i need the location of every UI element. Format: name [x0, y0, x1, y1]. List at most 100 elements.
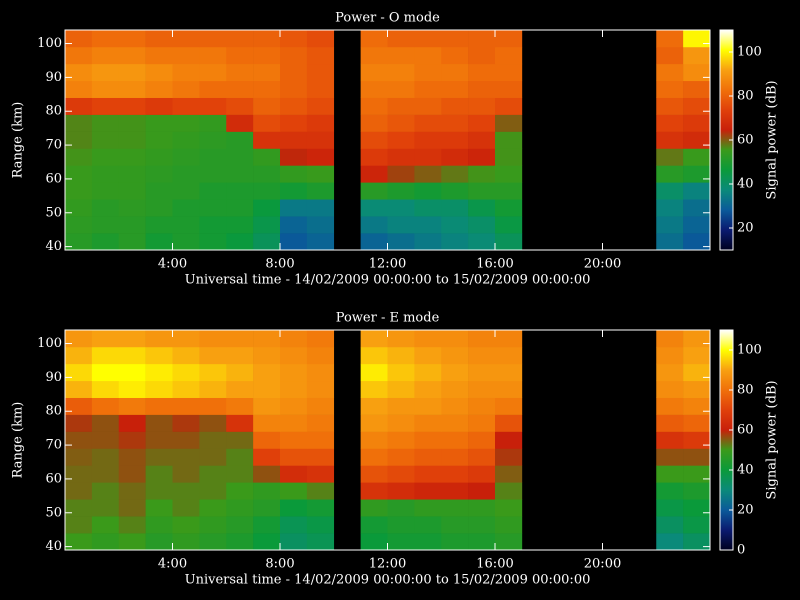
heat-cell [414, 533, 442, 551]
heat-cell [253, 499, 281, 517]
heat-cell [199, 114, 227, 132]
heat-cell [199, 46, 227, 65]
heat-cell [91, 46, 120, 65]
heat-cell [199, 30, 227, 48]
heat-cell [280, 216, 308, 234]
y-tick-label: 100 [37, 36, 62, 51]
heat-cell [414, 63, 442, 82]
heat-cell [656, 380, 684, 398]
heat-cell [414, 199, 442, 217]
heat-cell [414, 165, 442, 183]
heat-cell [280, 114, 308, 132]
heat-cell [360, 46, 388, 65]
heat-cell [118, 431, 146, 449]
heat-cell [683, 148, 711, 166]
heat-cell [306, 131, 335, 149]
heat-cell [468, 465, 496, 483]
heat-cell [118, 131, 146, 149]
heat-cell [199, 499, 227, 517]
heat-cell [253, 397, 281, 415]
heat-cell [441, 482, 469, 500]
heat-cell [145, 346, 173, 365]
heat-cell [387, 80, 415, 98]
heat-cell [387, 97, 415, 115]
x-tick-label: 4:00 [158, 557, 187, 572]
heat-cell [683, 199, 711, 217]
heat-cell [226, 363, 254, 382]
colorbar-label: Signal power (dB) [765, 380, 780, 499]
heat-cell [495, 148, 523, 166]
heat-cell [145, 233, 173, 251]
heat-cell [360, 80, 388, 98]
heat-cell [226, 397, 254, 415]
heat-cell [495, 499, 523, 517]
heat-cell [306, 330, 335, 348]
heat-cell [280, 414, 308, 432]
heat-cell [683, 46, 711, 65]
heat-cell [495, 448, 523, 466]
heat-cell [91, 199, 120, 217]
heat-cell [360, 233, 388, 251]
heat-cell [199, 533, 227, 551]
heat-cell [468, 431, 496, 449]
heat-cell [387, 397, 415, 415]
heat-cell [306, 30, 335, 48]
heat-cell [306, 97, 335, 115]
heat-cell [145, 30, 173, 48]
heat-cell [280, 131, 308, 149]
heat-cell [253, 465, 281, 483]
heat-cell [468, 346, 496, 365]
heat-cell [441, 63, 469, 82]
heat-cell [118, 330, 146, 348]
heat-cell [414, 97, 442, 115]
heat-cell [441, 97, 469, 115]
heat-cell [253, 97, 281, 115]
heat-cell [280, 431, 308, 449]
heat-cell [441, 414, 469, 432]
heat-cell [683, 363, 711, 382]
heat-cell [683, 330, 711, 348]
heat-cell [683, 165, 711, 183]
heat-cell [306, 499, 335, 517]
heat-cell [65, 80, 93, 98]
heat-cell [387, 182, 415, 200]
heat-cell [468, 30, 496, 48]
colorbar-tick-label: 20 [737, 221, 754, 236]
heat-cell [656, 63, 684, 82]
heat-cell [199, 131, 227, 149]
heat-cell [280, 363, 308, 382]
heat-cell [468, 499, 496, 517]
heat-cell [199, 97, 227, 115]
heat-cell [495, 330, 523, 348]
heat-cell [118, 63, 146, 82]
heat-cell [145, 499, 173, 517]
heat-cell [199, 431, 227, 449]
heat-cell [65, 199, 93, 217]
heat-cell [65, 233, 93, 251]
heat-cell [118, 46, 146, 65]
heat-cell [414, 516, 442, 534]
heat-cell [172, 97, 200, 115]
heat-cell [441, 233, 469, 251]
y-tick-label: 80 [45, 404, 62, 419]
heat-cell [387, 63, 415, 82]
heat-cell [118, 97, 146, 115]
heat-cell [65, 465, 93, 483]
heat-cell [65, 499, 93, 517]
heat-cell [441, 131, 469, 149]
heat-cell [199, 516, 227, 534]
heat-cell [280, 80, 308, 98]
heat-cell [360, 465, 388, 483]
heat-cell [414, 448, 442, 466]
heat-cell [65, 380, 93, 398]
heat-cell [495, 199, 523, 217]
heat-cell [683, 233, 711, 251]
heat-cell [441, 148, 469, 166]
heat-cell [441, 216, 469, 234]
heat-cell [280, 397, 308, 415]
heat-cell [253, 330, 281, 348]
heat-cell [306, 182, 335, 200]
heat-cell [280, 330, 308, 348]
heat-cell [145, 363, 173, 382]
